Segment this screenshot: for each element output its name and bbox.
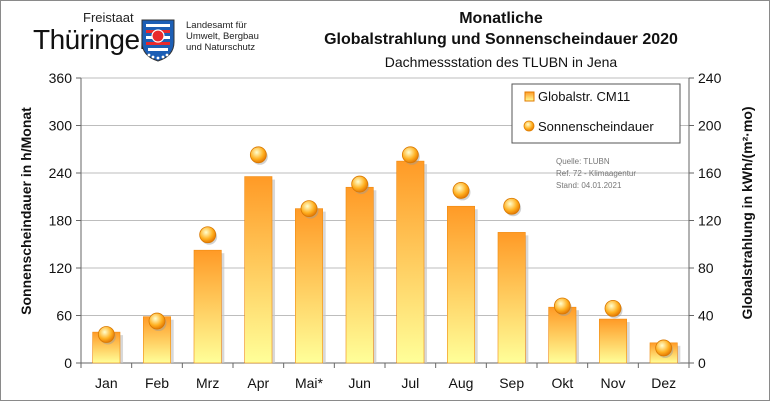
data-point	[655, 339, 673, 357]
x-tick-label: Feb	[145, 375, 169, 391]
y-right-tick-label: 160	[698, 165, 722, 181]
y-left-tick-label: 180	[49, 213, 73, 229]
y-right-tick-label: 0	[698, 355, 706, 371]
y-right-tick-label: 240	[698, 70, 722, 86]
agency-line-1: Landesamt für	[186, 20, 247, 31]
bar	[497, 232, 526, 364]
tick-labels: 0 60 120 180 240 300 360 0 40 80 120 160 200 240 Jan Fe…	[49, 70, 722, 391]
data-point	[503, 197, 521, 215]
chart-title-line-1: Monatliche	[459, 10, 543, 27]
y-left-tick-label: 240	[49, 165, 73, 181]
agency-line-3: und Naturschutz	[186, 42, 256, 53]
thueringen-logo: Freistaat Thüringen Landesamt für Umwelt…	[31, 7, 281, 67]
data-point	[148, 312, 166, 330]
y-right-tick-label: 80	[698, 260, 714, 276]
point-series	[97, 146, 674, 358]
legend-dot-swatch	[523, 120, 535, 132]
y-right-tick-label: 40	[698, 308, 714, 324]
bar	[396, 160, 425, 364]
x-tick-label: Jul	[401, 375, 419, 391]
coat-of-arms-icon	[141, 19, 175, 62]
y-left-tick-label: 120	[49, 260, 73, 276]
source-note: Quelle: TLUBN Ref. 72 - Klimaagentur Sta…	[556, 157, 636, 190]
y-axis-right-label: Globalstrahlung in kWh/(m²·mo)	[739, 106, 755, 319]
bar	[548, 306, 577, 364]
x-tick-label: Jan	[95, 375, 118, 391]
data-point	[351, 175, 369, 193]
x-tick-label: Apr	[247, 375, 269, 391]
logo-freistaat-text: Freistaat	[83, 10, 134, 25]
x-tick-label: Aug	[449, 375, 474, 391]
data-point	[604, 299, 622, 317]
legend-entry-sonnenscheindauer: Sonnenscheindauer	[538, 119, 654, 134]
bar	[345, 186, 374, 364]
y-axis-left-label: Sonnenscheindauer in h/Monat	[18, 107, 34, 315]
y-left-tick-label: 300	[49, 118, 73, 134]
x-tick-label: Okt	[551, 375, 573, 391]
data-point	[401, 146, 419, 164]
legend-entry-globalstrahlung: Globalstr. CM11	[538, 89, 630, 104]
bar	[295, 208, 323, 364]
data-point	[249, 146, 267, 164]
x-tick-label: Mrz	[196, 375, 219, 391]
data-point	[300, 200, 318, 218]
logo-agency-text: Landesamt für Umwelt, Bergbau und Naturs…	[186, 20, 259, 53]
legend: Globalstr. CM11 Sonnenscheindauer	[511, 83, 681, 144]
y-left-tick-label: 60	[56, 308, 72, 324]
logo-thueringen-text: Thüringen	[33, 24, 155, 55]
source-note-line-3: Stand: 04.01.2021	[556, 181, 622, 190]
data-point	[97, 326, 115, 343]
x-tick-label: Jun	[348, 375, 371, 391]
bar	[447, 205, 475, 364]
data-point	[199, 226, 217, 244]
bar	[599, 318, 627, 364]
x-tick-label: Nov	[601, 375, 626, 391]
y-left-tick-label: 360	[49, 70, 73, 86]
grid-lines	[81, 77, 689, 316]
agency-line-2: Umwelt, Bergbau	[186, 31, 259, 42]
y-left-tick-label: 0	[64, 355, 72, 371]
data-point	[452, 182, 470, 199]
chart-title-line-2: Globalstrahlung und Sonnenscheindauer 20…	[324, 31, 678, 48]
y-right-tick-label: 200	[698, 118, 722, 134]
bar-series	[92, 160, 681, 364]
data-point	[553, 297, 571, 315]
y-right-tick-label: 120	[698, 213, 722, 229]
x-tick-label: Mai*	[295, 375, 324, 391]
bar	[244, 176, 273, 364]
x-tick-label: Dez	[651, 375, 676, 391]
x-tick-label: Sep	[499, 375, 524, 391]
source-note-line-2: Ref. 72 - Klimaagentur	[556, 169, 636, 178]
bar	[193, 249, 222, 364]
source-note-line-1: Quelle: TLUBN	[556, 157, 610, 166]
chart-subtitle: Dachmessstation des TLUBN in Jena	[384, 54, 618, 70]
axes	[76, 77, 694, 368]
legend-bar-swatch	[524, 91, 535, 102]
